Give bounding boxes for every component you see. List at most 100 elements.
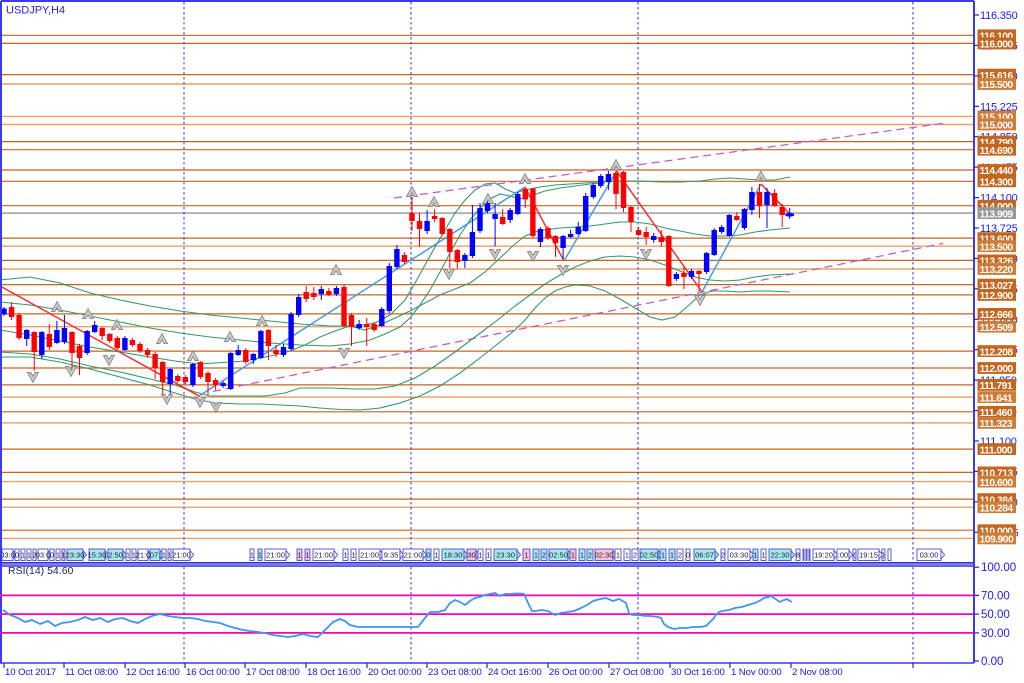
svg-text:(: ( — [853, 550, 856, 559]
svg-text:114.690: 114.690 — [980, 146, 1014, 157]
svg-text:1: 1 — [670, 550, 674, 559]
svg-text:1: 1 — [305, 550, 309, 559]
svg-text:114.300: 114.300 — [980, 178, 1014, 189]
svg-text:110.713: 110.713 — [980, 469, 1014, 480]
svg-text:70.00: 70.00 — [981, 590, 1010, 602]
svg-text:1: 1 — [616, 550, 620, 559]
svg-text:06:07: 06:07 — [695, 550, 714, 559]
svg-text:02:30: 02:30 — [595, 550, 614, 559]
svg-text:1: 1 — [524, 550, 528, 559]
svg-text:21:00: 21:00 — [404, 550, 423, 559]
svg-text:2: 2 — [633, 550, 637, 559]
svg-text:111.460: 111.460 — [980, 408, 1013, 419]
svg-text:111.641: 111.641 — [980, 393, 1013, 404]
svg-text:110.600: 110.600 — [980, 478, 1014, 489]
svg-text:1: 1 — [162, 550, 166, 559]
svg-text:112.000: 112.000 — [980, 364, 1014, 375]
svg-text:114.440: 114.440 — [980, 166, 1014, 177]
svg-text:12 Oct 16:00: 12 Oct 16:00 — [126, 667, 180, 678]
svg-text:07:: 07: — [150, 550, 160, 559]
svg-text:2:50: 2:50 — [108, 550, 123, 559]
svg-text:11 Oct 08:00: 11 Oct 08:00 — [65, 667, 118, 678]
svg-text:23:30: 23:30 — [66, 550, 85, 559]
svg-text:30.00: 30.00 — [981, 628, 1010, 640]
svg-text:RSI(14) 54.60: RSI(14) 54.60 — [8, 565, 74, 577]
svg-text:100.00: 100.00 — [981, 562, 1016, 574]
svg-text:2: 2 — [32, 550, 36, 559]
svg-text:113.027: 113.027 — [980, 281, 1014, 292]
svg-text:20 Oct 00:00: 20 Oct 00:00 — [368, 667, 422, 678]
svg-text:19:15: 19:15 — [859, 550, 878, 559]
svg-text:1: 1 — [534, 550, 538, 559]
svg-text:02:50: 02:50 — [640, 550, 659, 559]
svg-text:115.100: 115.100 — [980, 113, 1014, 124]
svg-text:1: 1 — [571, 550, 575, 559]
svg-text:1: 1 — [486, 550, 490, 559]
svg-text:23 Oct 08:00: 23 Oct 08:00 — [428, 667, 482, 678]
svg-text:03:00: 03:00 — [920, 550, 939, 559]
svg-text:113.600: 113.600 — [980, 234, 1014, 245]
svg-text:02:50: 02:50 — [549, 550, 568, 559]
svg-text:112.208: 112.208 — [980, 347, 1014, 358]
svg-text:8: 8 — [796, 550, 800, 559]
svg-text:2: 2 — [588, 550, 592, 559]
svg-text:0: 0 — [686, 550, 690, 559]
svg-text:116.000: 116.000 — [980, 40, 1014, 51]
svg-text:26 Oct 00:00: 26 Oct 00:00 — [549, 667, 603, 678]
svg-text::00: :00 — [838, 550, 848, 559]
svg-text:114.790: 114.790 — [980, 138, 1014, 149]
svg-text:10 Oct 2017: 10 Oct 2017 — [5, 667, 56, 678]
svg-text:18:30: 18:30 — [444, 550, 463, 559]
svg-text:03:30: 03:30 — [730, 550, 749, 559]
svg-text:1 Nov 00:00: 1 Nov 00:00 — [731, 667, 782, 678]
svg-text:15:30: 15:30 — [88, 550, 107, 559]
svg-text:24 Oct 16:00: 24 Oct 16:00 — [488, 667, 542, 678]
svg-text:23:30: 23:30 — [496, 550, 515, 559]
svg-text:116.100: 116.100 — [980, 32, 1014, 43]
svg-text:21:0: 21:0 — [136, 550, 151, 559]
svg-text:2: 2 — [678, 550, 682, 559]
svg-text:1: 1 — [126, 550, 130, 559]
svg-text:113.725: 113.725 — [980, 223, 1018, 235]
svg-text:1: 1 — [661, 550, 665, 559]
svg-text:112.509: 112.509 — [980, 323, 1014, 334]
svg-text:18 Oct 16:00: 18 Oct 16:00 — [307, 667, 361, 678]
svg-text:109.900: 109.900 — [980, 535, 1014, 546]
svg-text:21:00: 21:00 — [314, 550, 333, 559]
svg-text:22:30: 22:30 — [771, 550, 790, 559]
svg-text:1: 1 — [61, 550, 65, 559]
svg-text:21:00: 21:00 — [360, 550, 379, 559]
svg-text:115.000: 115.000 — [980, 121, 1014, 132]
svg-text:113.909: 113.909 — [980, 209, 1014, 220]
svg-text:17 Oct 08:00: 17 Oct 08:00 — [246, 667, 300, 678]
svg-text:1: 1 — [167, 550, 171, 559]
svg-text:115.616: 115.616 — [980, 71, 1014, 82]
svg-text:1: 1 — [580, 550, 584, 559]
svg-text:03:0: 03:0 — [36, 550, 51, 559]
svg-text:03:0: 03:0 — [0, 550, 15, 559]
svg-text:21:00: 21:00 — [172, 550, 191, 559]
svg-text:2 Nov 08:00: 2 Nov 08:00 — [792, 667, 843, 678]
svg-text:113.500: 113.500 — [980, 242, 1014, 253]
svg-text:0: 0 — [50, 550, 54, 559]
svg-text:30: 30 — [467, 550, 475, 559]
svg-text:50.00: 50.00 — [981, 609, 1010, 621]
svg-text:110.284: 110.284 — [980, 503, 1014, 514]
svg-text:1: 1 — [132, 550, 136, 559]
svg-text:21:00: 21:00 — [266, 550, 285, 559]
svg-text:116.350: 116.350 — [980, 10, 1018, 22]
svg-text:1: 1 — [434, 550, 438, 559]
svg-text:113.326: 113.326 — [980, 257, 1014, 268]
svg-text:): ) — [882, 550, 885, 559]
svg-text:1: 1 — [250, 550, 254, 559]
svg-text:30 Oct 16:00: 30 Oct 16:00 — [671, 667, 725, 678]
svg-text:113.220: 113.220 — [980, 265, 1014, 276]
svg-text:1: 1 — [21, 550, 25, 559]
svg-text:27 Oct 08:00: 27 Oct 08:00 — [610, 667, 664, 678]
svg-text:1: 1 — [478, 550, 482, 559]
svg-text:1: 1 — [258, 550, 262, 559]
svg-text:115.500: 115.500 — [980, 80, 1014, 91]
svg-text:1: 1 — [753, 550, 757, 559]
svg-text:112.666: 112.666 — [980, 310, 1014, 321]
svg-text:0: 0 — [426, 550, 430, 559]
